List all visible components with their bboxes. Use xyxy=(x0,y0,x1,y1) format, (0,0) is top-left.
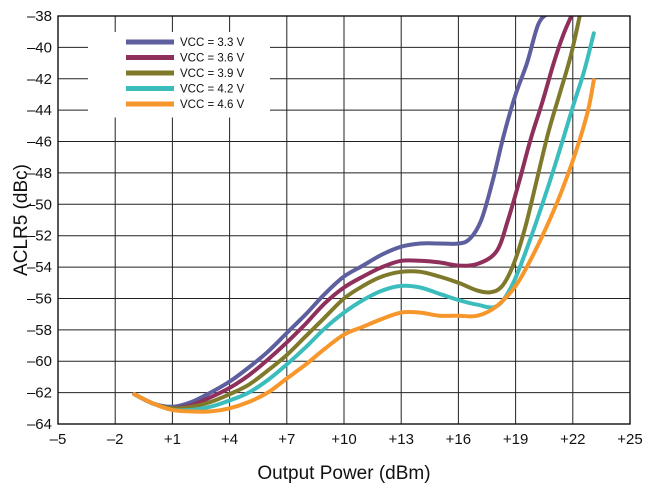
legend-label: VCC = 4.2 V xyxy=(180,84,245,96)
plot-frame xyxy=(57,15,631,425)
y-tick-label: –54 xyxy=(27,259,52,276)
y-tick-label: –46 xyxy=(27,134,52,151)
series-lines xyxy=(132,16,596,414)
x-tick-label: +25 xyxy=(617,431,642,448)
series-line-4 xyxy=(132,31,596,413)
x-tick-label: +16 xyxy=(446,431,471,448)
x-tick-label: –2 xyxy=(107,431,124,448)
y-tick-label: –44 xyxy=(27,102,52,119)
y-tick-label: –48 xyxy=(27,165,52,182)
series-line-2 xyxy=(132,16,574,411)
y-tick-label: –52 xyxy=(27,228,52,245)
x-tick-label: +1 xyxy=(164,431,181,448)
legend-label: VCC = 3.9 V xyxy=(180,68,245,80)
legend: VCC = 3.3 V VCC = 3.6 V VCC = 3.9 V VCC = 4… xyxy=(88,32,270,118)
x-tick-label: +22 xyxy=(560,431,585,448)
x-axis-title: Output Power (dBm) xyxy=(257,463,430,484)
y-tick-label: –58 xyxy=(27,322,52,339)
series-line-1 xyxy=(132,16,549,409)
x-tick-label: –5 xyxy=(50,431,67,448)
y-tick-label: –40 xyxy=(27,39,52,56)
x-tick-label: +19 xyxy=(503,431,528,448)
legend-label: VCC = 3.3 V xyxy=(180,37,245,49)
y-axis-title: ACLR5 (dBc) xyxy=(11,164,32,276)
series-line-3 xyxy=(132,16,582,411)
series-line-5 xyxy=(132,78,596,414)
y-tick-label: –64 xyxy=(27,416,52,433)
y-tick-label: –60 xyxy=(27,353,52,370)
y-tick-label: –50 xyxy=(27,196,52,213)
y-tick-label: –56 xyxy=(27,290,52,307)
legend-label: VCC = 3.6 V xyxy=(180,53,245,65)
y-tick-label: –62 xyxy=(27,385,52,402)
x-axis-ticks: –5 –2 +1 +4 +7 +10 +13 +16 +19 +22 +25 xyxy=(50,431,643,448)
x-tick-label: +13 xyxy=(388,431,413,448)
y-axis-ticks: –38 –40 –42 –44 –46 –48 –50 –52 –54 –56 –58 –60 –62 –… xyxy=(27,8,52,433)
y-tick-label: –38 xyxy=(27,8,52,25)
x-tick-label: +4 xyxy=(221,431,238,448)
y-tick-label: –42 xyxy=(27,71,52,88)
legend-label: VCC = 4.6 V xyxy=(180,99,245,111)
x-tick-label: +10 xyxy=(331,431,356,448)
legend-background xyxy=(88,32,270,118)
x-tick-label: +7 xyxy=(278,431,295,448)
